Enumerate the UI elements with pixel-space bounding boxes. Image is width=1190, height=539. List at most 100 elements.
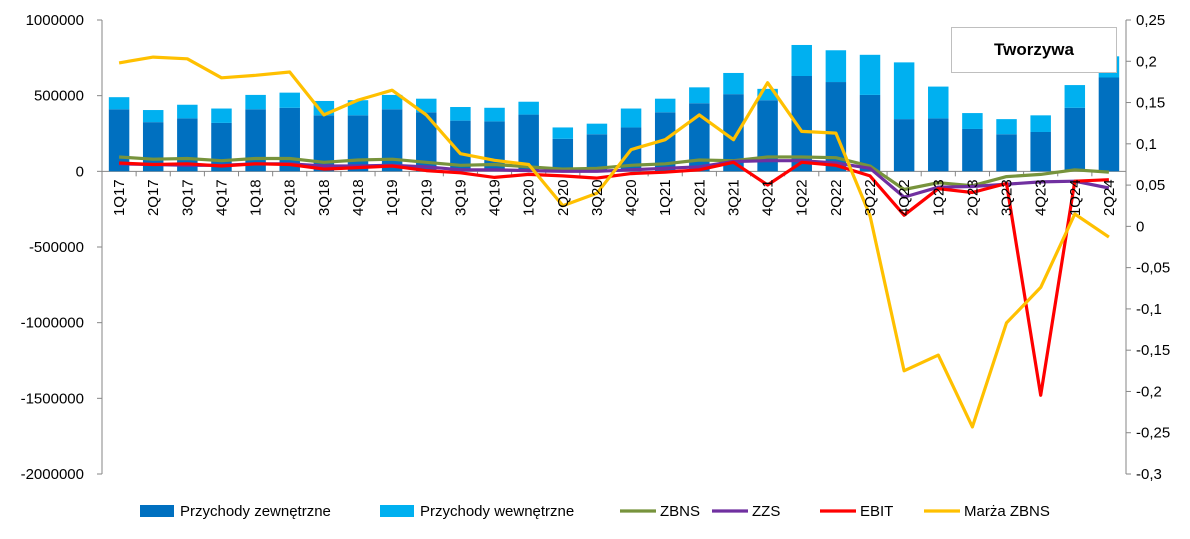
bar-external-revenue [416,112,437,172]
left-axis-tick-label: -1000000 [21,315,84,332]
x-axis-tick-label: 1Q17 [111,179,128,216]
bar-external-revenue [723,94,744,172]
legend-label: EBIT [860,503,893,520]
bar-internal-revenue [552,127,574,139]
bar-internal-revenue [586,123,608,135]
chart-title: Tworzywa [994,40,1074,59]
line-zbns [118,155,1110,192]
right-axis-tick-label: 0,15 [1136,95,1165,112]
bar-internal-revenue [859,54,881,95]
x-axis-tick-label: 3Q23 [999,179,1016,216]
x-axis-tick-label: 2Q24 [1101,179,1118,216]
legend-label: Przychody zewnętrzne [180,503,331,520]
x-axis-tick-label: 3Q21 [725,179,742,216]
bar-internal-revenue [723,72,744,95]
x-axis-tick-label: 1Q20 [521,179,538,216]
bar-external-revenue [518,114,539,172]
bar-external-revenue [654,112,676,172]
x-axis-tick-label: 3Q19 [452,179,469,216]
bar-external-revenue [928,118,949,172]
bar-internal-revenue [654,98,676,113]
bar-internal-revenue [416,98,437,113]
legend-label: ZBNS [660,503,700,520]
x-axis-tick-label: 2Q18 [282,179,299,216]
x-axis-tick-label: 2Q20 [555,179,572,216]
x-axis-tick-label: 1Q24 [1067,179,1084,216]
bar-internal-revenue [825,50,847,83]
bar-internal-revenue [108,97,130,110]
bar-internal-revenue [484,107,505,122]
bar-internal-revenue [211,108,232,123]
x-axis-tick-label: 1Q23 [930,179,947,216]
line-ebit [119,160,1109,397]
right-axis-tick-label: -0,2 [1136,383,1162,400]
x-axis-tick-label: 3Q20 [589,179,606,216]
right-axis-tick-label: -0,25 [1136,425,1170,442]
bar-internal-revenue [928,86,949,119]
right-axis-tick-label: -0,05 [1136,260,1170,277]
bar-external-revenue [1030,131,1051,172]
bar-internal-revenue [893,62,915,120]
right-axis-tick-label: 0 [1136,218,1144,235]
bar-internal-revenue [962,113,983,129]
x-axis-tick-label: 3Q18 [316,179,333,216]
bar-external-revenue [1098,77,1120,172]
x-axis-tick-label: 4Q23 [1033,179,1050,216]
x-axis-tick-label: 1Q18 [248,179,265,216]
right-axis-tick-label: -0,1 [1136,301,1162,318]
bar-internal-revenue [518,101,539,115]
right-axis-tick-label: 0,1 [1136,136,1157,153]
bar-external-revenue [1064,107,1086,172]
bar-internal-revenue [757,88,778,101]
x-axis-tick-label: 4Q22 [896,179,913,216]
bar-internal-revenue [791,44,812,76]
x-axis-tick-label: 4Q18 [350,179,367,216]
x-axis-tick-label: 4Q20 [623,179,640,216]
right-axis-tick-label: -0,3 [1136,466,1162,483]
line-zbns-margin [118,55,1110,429]
bar-external-revenue [450,120,471,172]
x-axis-tick-label: 4Q21 [760,179,777,216]
right-axis-tick-label: 0,2 [1136,53,1157,70]
legend-label: Przychody wewnętrzne [420,503,574,520]
x-axis-tick-label: 1Q19 [384,179,401,216]
x-axis-tick-label: 2Q19 [418,179,435,216]
bar-external-revenue [893,119,915,172]
x-axis-tick-label: 2Q17 [145,179,162,216]
bar-internal-revenue [177,104,198,119]
bar-internal-revenue [245,94,266,110]
bar-internal-revenue [996,119,1017,135]
bar-external-revenue [859,94,881,172]
x-axis-tick-label: 2Q23 [964,179,981,216]
bar-external-revenue [245,109,266,172]
legend-label: Marża ZBNS [964,503,1050,520]
bar-internal-revenue [142,110,164,123]
bar-internal-revenue [450,107,471,121]
x-axis-tick-label: 1Q21 [657,179,674,216]
bar-internal-revenue [620,108,642,128]
bar-external-revenue [279,107,300,172]
left-axis-tick-label: -2000000 [21,466,84,483]
x-axis-tick-label: 4Q19 [487,179,504,216]
bar-internal-revenue [689,87,710,104]
bar-internal-revenue [1030,115,1051,132]
x-axis-tick-label: 2Q21 [691,179,708,216]
bar-external-revenue [381,109,403,172]
bar-external-revenue [313,115,335,172]
left-axis-tick-label: 500000 [34,88,84,105]
x-axis-tick-label: 2Q22 [828,179,845,216]
legend-label: ZZS [752,503,780,520]
bar-external-revenue [552,138,574,172]
chart-title-box: Tworzywa [951,27,1117,73]
right-axis-tick-label: -0,15 [1136,342,1170,359]
legend-swatch-box [140,505,174,517]
left-axis-tick-label: 0 [76,163,84,180]
legend-swatch-box [380,505,414,517]
x-axis-tick-label: 4Q17 [213,179,230,216]
x-axis-tick-label: 1Q22 [794,179,811,216]
left-axis-tick-label: 1000000 [26,12,84,29]
bar-internal-revenue [381,94,403,110]
left-axis-tick-label: -1500000 [21,390,84,407]
